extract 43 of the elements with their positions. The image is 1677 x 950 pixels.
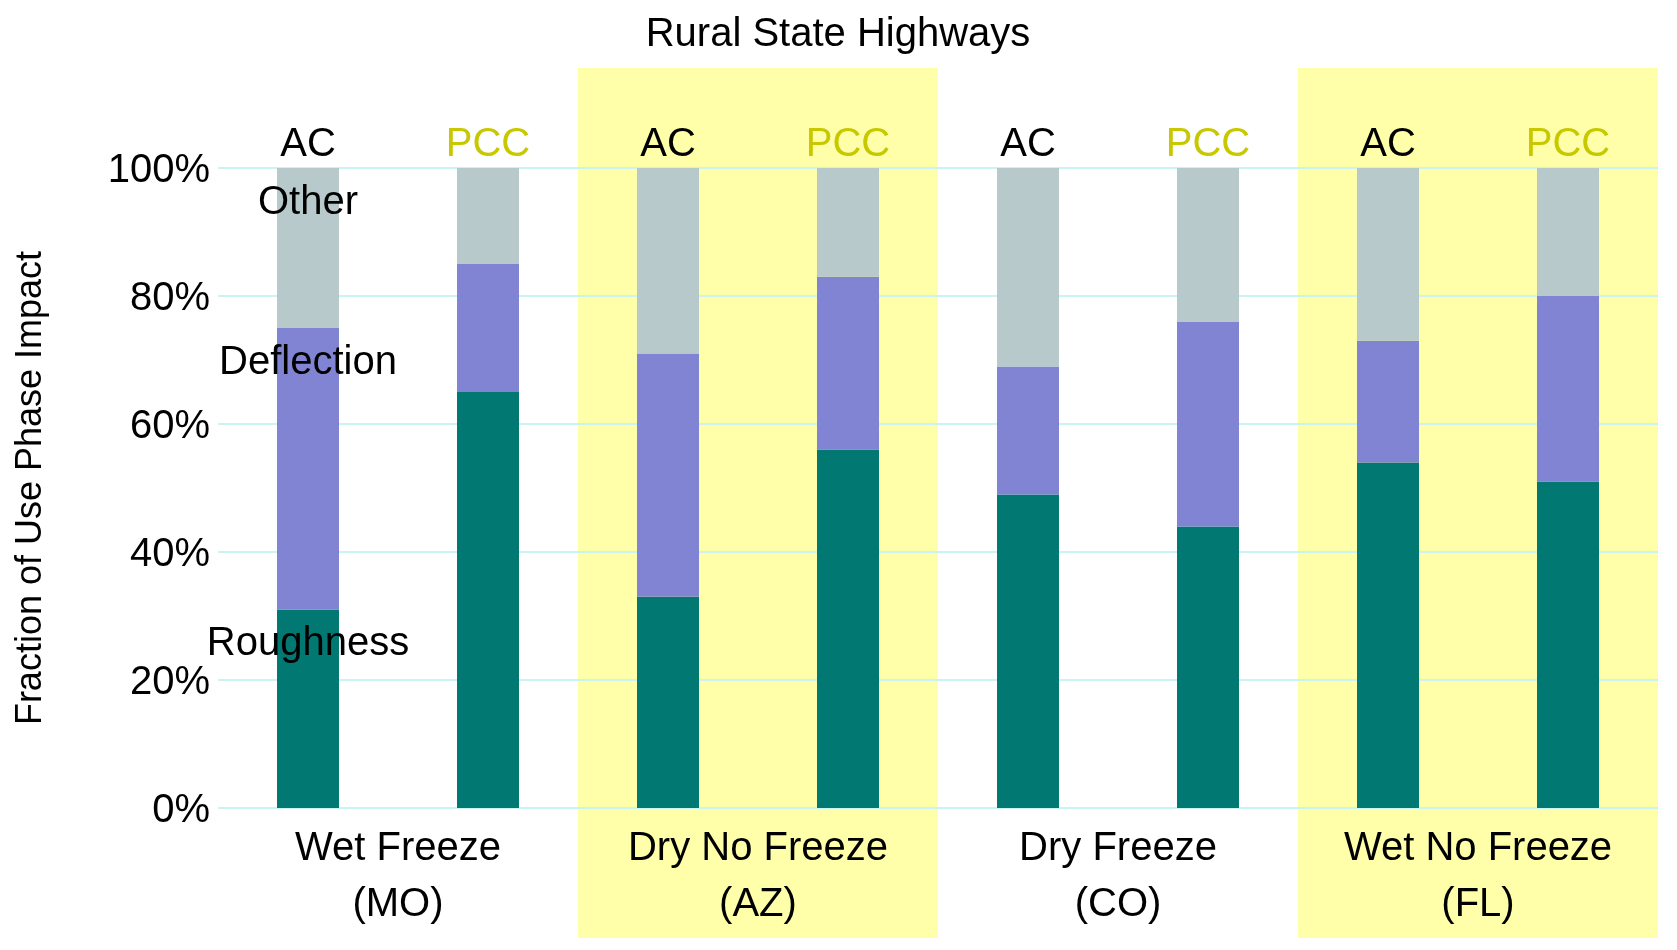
y-tick-label: 40% bbox=[129, 530, 210, 575]
x-tick-label: PCC bbox=[445, 120, 531, 164]
text: Wet Freeze (MO) bbox=[295, 824, 501, 924]
bar bbox=[1357, 462, 1419, 808]
text: Wet No Freeze (FL) bbox=[1342, 823, 1614, 926]
bar bbox=[817, 276, 879, 450]
x-tick-label: AC bbox=[280, 120, 336, 164]
x-tick-label: PCC bbox=[1165, 120, 1251, 164]
text: Dry No Freeze (AZ) bbox=[626, 823, 890, 926]
chart-title: Rural State Highways bbox=[644, 10, 1032, 55]
series-label: Deflection bbox=[219, 337, 397, 382]
y-tick-label: 100% bbox=[107, 146, 210, 191]
bar bbox=[637, 168, 699, 354]
bar bbox=[1357, 168, 1419, 341]
bar bbox=[457, 392, 519, 808]
x-tick-label: PCC bbox=[805, 120, 891, 164]
bar bbox=[997, 168, 1059, 367]
bar bbox=[997, 494, 1059, 808]
series-label: Other bbox=[257, 177, 359, 222]
bar bbox=[1357, 340, 1419, 463]
bar bbox=[1537, 296, 1599, 482]
x-tick-label: AC bbox=[640, 120, 696, 164]
bar bbox=[1177, 168, 1239, 322]
bar bbox=[1177, 321, 1239, 527]
bar bbox=[1177, 526, 1239, 808]
bar bbox=[997, 366, 1059, 495]
bar bbox=[1537, 481, 1599, 808]
x-tick-label: AC bbox=[1000, 120, 1056, 164]
y-tick-label: 80% bbox=[129, 274, 210, 319]
y-tick-label: 20% bbox=[129, 658, 210, 703]
bar bbox=[817, 449, 879, 808]
bar bbox=[637, 353, 699, 597]
text: Dry Freeze (CO) bbox=[1018, 823, 1218, 926]
x-tick-label: AC bbox=[1360, 120, 1416, 164]
y-axis-title: Fraction of Use Phase Impact bbox=[7, 250, 49, 726]
bar bbox=[637, 596, 699, 808]
y-tick-label: 0% bbox=[152, 786, 210, 831]
y-tick-label: 60% bbox=[129, 402, 210, 447]
bar bbox=[1537, 168, 1599, 296]
bar bbox=[457, 264, 519, 392]
bar bbox=[817, 168, 879, 277]
bar bbox=[457, 168, 519, 264]
x-tick-label: PCC bbox=[1525, 120, 1611, 164]
